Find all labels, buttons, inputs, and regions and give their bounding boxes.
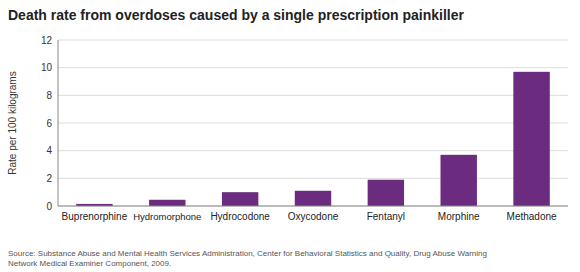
x-tick-label: Fentanyl (367, 211, 405, 222)
y-tick-label: 0 (46, 201, 52, 212)
y-tick-label: 12 (41, 35, 53, 46)
bar (441, 155, 477, 206)
grid (58, 40, 568, 206)
bar (368, 180, 404, 206)
x-tick-label: Hydromorphone (133, 211, 201, 222)
y-tick-label: 8 (46, 90, 52, 101)
y-axis-label: Rate per 100 kilograms (7, 71, 18, 174)
grid-line (58, 67, 568, 68)
grid-line (58, 206, 568, 207)
annotation-line: Source: Substance Abuse and Mental Healt… (8, 249, 487, 258)
y-tick-label: 10 (41, 62, 53, 73)
bars (76, 72, 550, 206)
title: Death rate from overdoses caused by a si… (8, 7, 464, 23)
y-axis-line (58, 40, 59, 206)
x-tick-label: Hydrocodone (210, 211, 270, 222)
grid-line (58, 150, 568, 151)
bar (222, 192, 258, 206)
bar (149, 200, 185, 206)
y-tick-label: 2 (46, 173, 52, 184)
y-tick-label: 4 (46, 145, 52, 156)
grid-line (58, 178, 568, 179)
x-tick-label: Methadone (507, 211, 557, 222)
grid-line (58, 40, 568, 41)
annotation-line: Network Medical Examiner Component, 2009… (8, 259, 171, 268)
annotation: Source: Substance Abuse and Mental Healt… (8, 249, 487, 268)
bar (513, 72, 549, 206)
grid-line (58, 95, 568, 96)
y-tick-label: 6 (46, 118, 52, 129)
x-axis-line (58, 206, 568, 207)
grid-line (58, 123, 568, 124)
x-tick-label: Buprenorphine (62, 211, 128, 222)
x-tick-label: Oxycodone (288, 211, 339, 222)
bar (295, 191, 331, 206)
chart: Death rate from overdoses caused by a si… (0, 0, 580, 272)
x-tick-label: Morphine (438, 211, 480, 222)
